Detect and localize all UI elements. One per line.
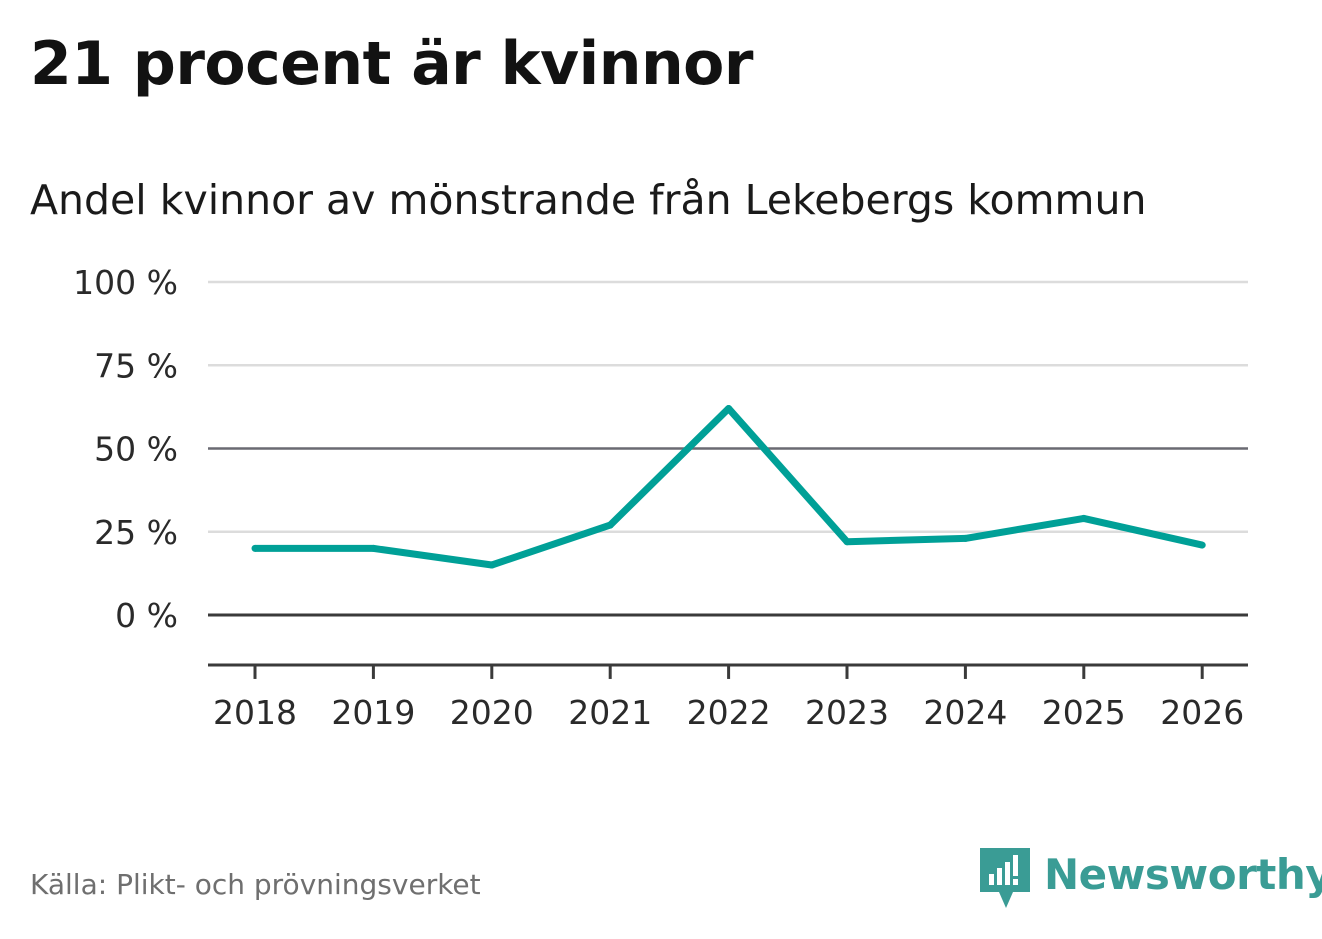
grid-lines: [208, 280, 1248, 617]
data-point-2023: [843, 538, 851, 546]
data-point-2018: [251, 544, 259, 552]
y-tick-label-25: 25 %: [94, 513, 178, 552]
data-point-2020: [488, 561, 496, 569]
x-tick-label-2023: 2023: [805, 693, 889, 732]
x-tick-label-2021: 2021: [568, 693, 652, 732]
data-point-2025: [1080, 514, 1088, 522]
data-point-2026: [1198, 541, 1206, 549]
data-point-2022: [725, 405, 733, 413]
series-line-0: [255, 405, 1203, 569]
data-point-2024: [961, 534, 969, 542]
chart-title: 21 procent är kvinnor: [30, 29, 753, 99]
x-tick-label-2024: 2024: [923, 693, 1007, 732]
brand-logo: Newsworthy: [980, 848, 1322, 912]
data-point-2021: [606, 521, 614, 529]
brand-name: Newsworthy: [1044, 850, 1322, 899]
series-lines: [251, 405, 1206, 569]
x-tick-label-2019: 2019: [331, 693, 415, 732]
chart-subtitle: Andel kvinnor av mönstrande från Lekeber…: [30, 176, 1147, 224]
y-tick-label-100: 100 %: [73, 263, 178, 302]
source-note: Källa: Plikt- och prövningsverket: [30, 868, 481, 901]
y-tick-label-0: 0 %: [115, 596, 178, 635]
x-axis: 2018 2019 2020 2021 2022 2023 2024 2025 2026: [208, 663, 1248, 732]
data-point-2019: [369, 544, 377, 552]
y-axis-tick-labels: 100 % 75 % 50 % 25 % 0 %: [73, 263, 178, 635]
x-tick-label-2018: 2018: [213, 693, 297, 732]
newsworthy-logo-icon: [980, 848, 1030, 908]
y-tick-label-75: 75 %: [94, 346, 178, 385]
y-tick-label-50: 50 %: [94, 430, 178, 469]
x-tick-label-2025: 2025: [1042, 693, 1126, 732]
x-tick-label-2020: 2020: [450, 693, 534, 732]
x-tick-label-2026: 2026: [1160, 693, 1244, 732]
x-tick-label-2022: 2022: [687, 693, 771, 732]
